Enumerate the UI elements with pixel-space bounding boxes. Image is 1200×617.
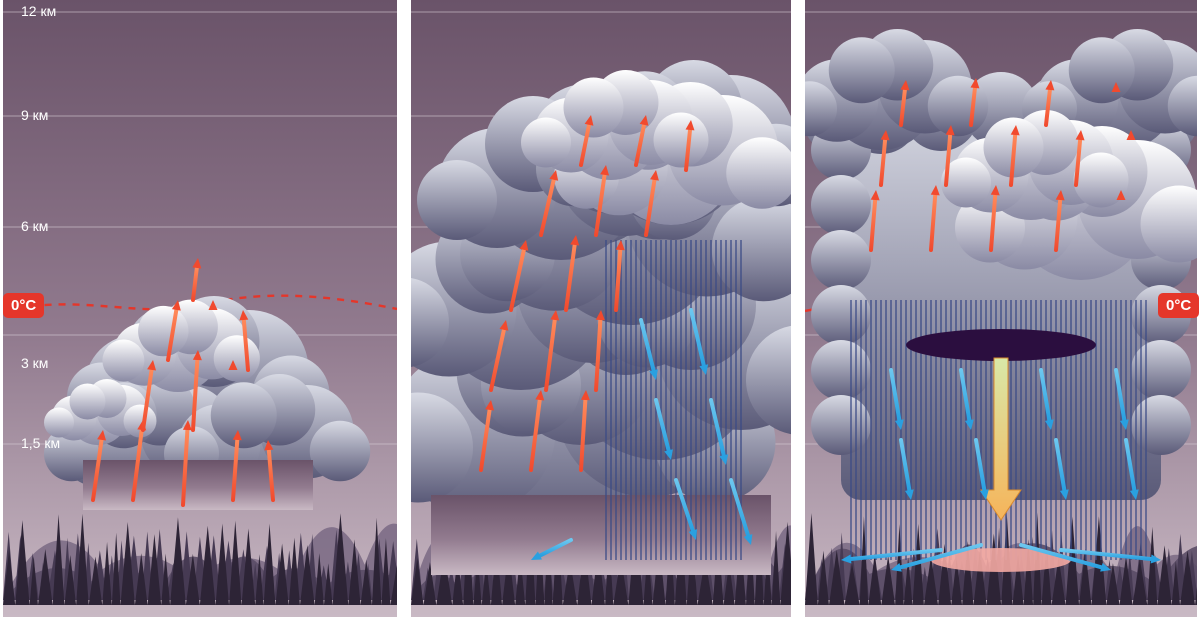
panel-stage-1: 12 км 9 км 6 км 3 км 1,5 км [3,0,397,617]
panel-stage-3 [805,0,1197,617]
zero-badge-left: 0°C [3,293,44,318]
zero-badge-right: 0°C [1158,293,1199,318]
altitude-label: 9 км [21,107,48,123]
diagram-stage: 12 км 9 км 6 км 3 км 1,5 км 0°C 0°C [0,0,1200,617]
altitude-label: 12 км [21,3,56,19]
altitude-label: 1,5 км [21,435,60,451]
altitude-label: 6 км [21,218,48,234]
panel-stage-2 [411,0,791,617]
altitude-label: 3 км [21,355,48,371]
